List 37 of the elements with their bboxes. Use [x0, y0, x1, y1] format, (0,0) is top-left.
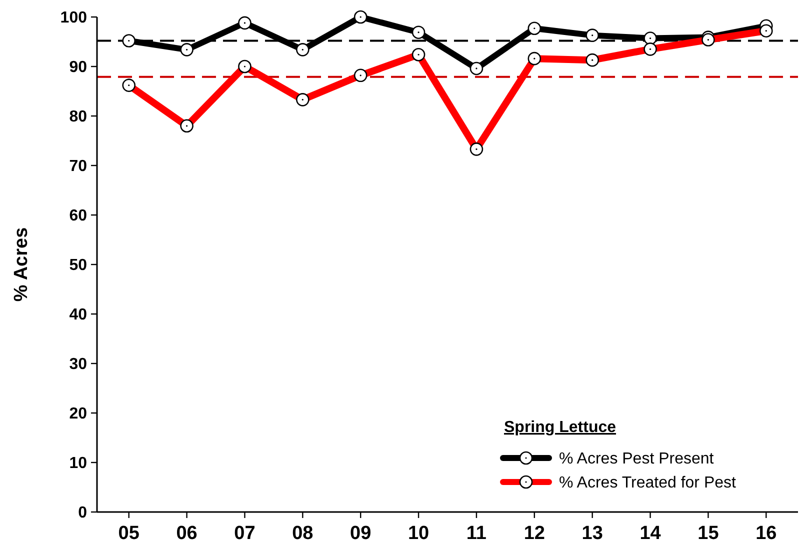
- point: [238, 16, 252, 30]
- y-axis-title: % Acres: [11, 227, 32, 302]
- y-tick-label: 70: [69, 158, 88, 176]
- legend-title: Spring Lettuce: [504, 419, 616, 436]
- y-tick-label: 0: [78, 504, 88, 522]
- y-tick-label: 40: [69, 306, 88, 324]
- x-tick-label: 15: [698, 523, 720, 544]
- x-tick-label: 11: [466, 523, 487, 544]
- y-tick-label: 100: [60, 10, 88, 27]
- y-tick-label: 60: [69, 208, 88, 225]
- x-tick-label: 06: [176, 523, 198, 544]
- y-tick-label: 90: [69, 59, 88, 76]
- point: [470, 62, 484, 76]
- x-tick-label: 10: [408, 523, 430, 544]
- x-tick-label: 13: [582, 523, 603, 544]
- point: [644, 32, 657, 45]
- y-tick-label: 30: [69, 356, 88, 374]
- x-tick-label: 08: [292, 523, 314, 544]
- x-tick-label: 05: [118, 523, 140, 544]
- x-tick-label: 09: [350, 523, 372, 544]
- point: [354, 10, 368, 24]
- point: [412, 26, 426, 39]
- x-tick-label: 14: [640, 523, 662, 544]
- y-tick-label: 10: [69, 455, 88, 472]
- x-tick-label: 16: [756, 523, 777, 544]
- point: [122, 34, 136, 48]
- legend-label: % Acres Treated for Pest: [559, 474, 737, 492]
- y-tick-label: 20: [69, 406, 88, 423]
- point: [586, 28, 599, 42]
- x-tick-label: 12: [524, 523, 545, 544]
- point: [180, 43, 194, 56]
- legend-label: % Acres Pest Present: [559, 450, 714, 468]
- y-tick-label: 80: [69, 108, 88, 126]
- point: [296, 43, 310, 56]
- y-tick-label: 50: [69, 257, 88, 274]
- x-tick-label: 07: [234, 523, 256, 544]
- point: [528, 22, 542, 36]
